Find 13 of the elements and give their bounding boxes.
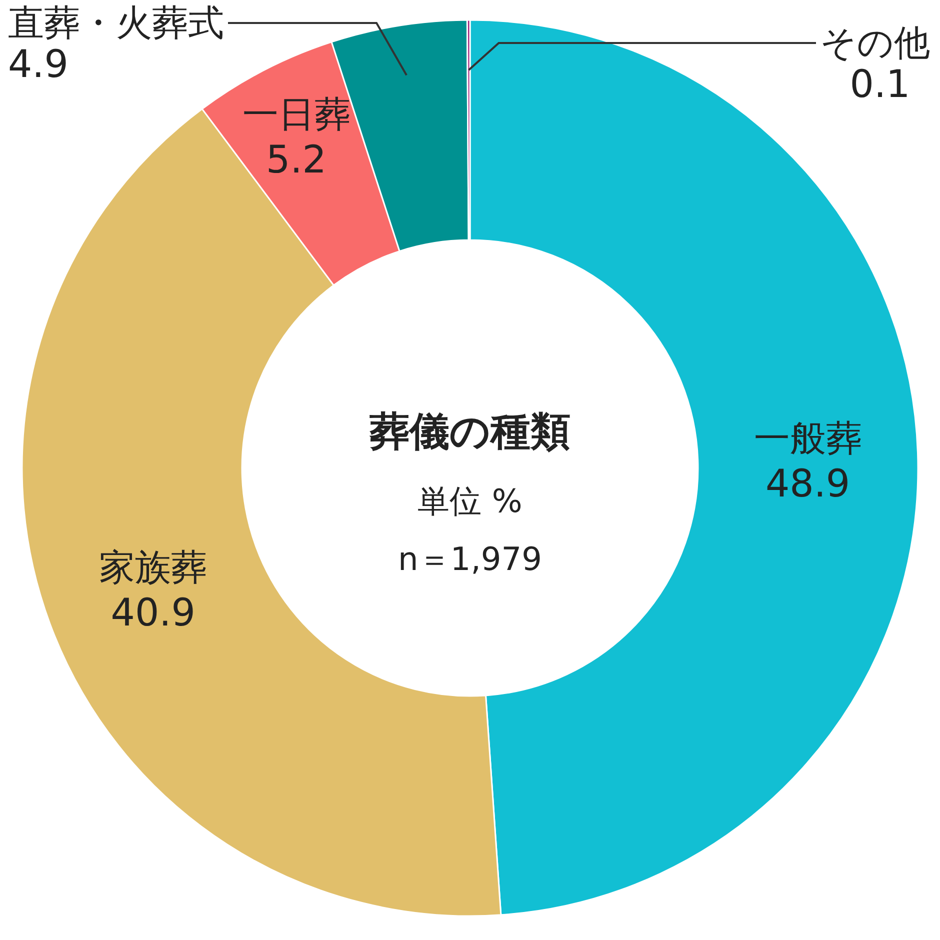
- slice-label: 家族葬: [99, 547, 208, 588]
- data-label: 40.9: [110, 590, 196, 634]
- data-label: 4.9: [8, 42, 68, 86]
- slice-label: 一般葬: [754, 418, 862, 460]
- data-label: 0.1: [850, 62, 910, 106]
- data-label: 48.9: [765, 461, 850, 506]
- slice-label: 一日葬: [242, 94, 350, 136]
- slice-label: その他: [820, 23, 930, 64]
- slice-label: 直葬・火葬式: [8, 3, 224, 44]
- text: 単位 %: [418, 482, 522, 520]
- text: 葬儀の種類: [368, 409, 570, 455]
- text: n＝1,979: [398, 540, 542, 578]
- data-label: 5.2: [266, 137, 326, 182]
